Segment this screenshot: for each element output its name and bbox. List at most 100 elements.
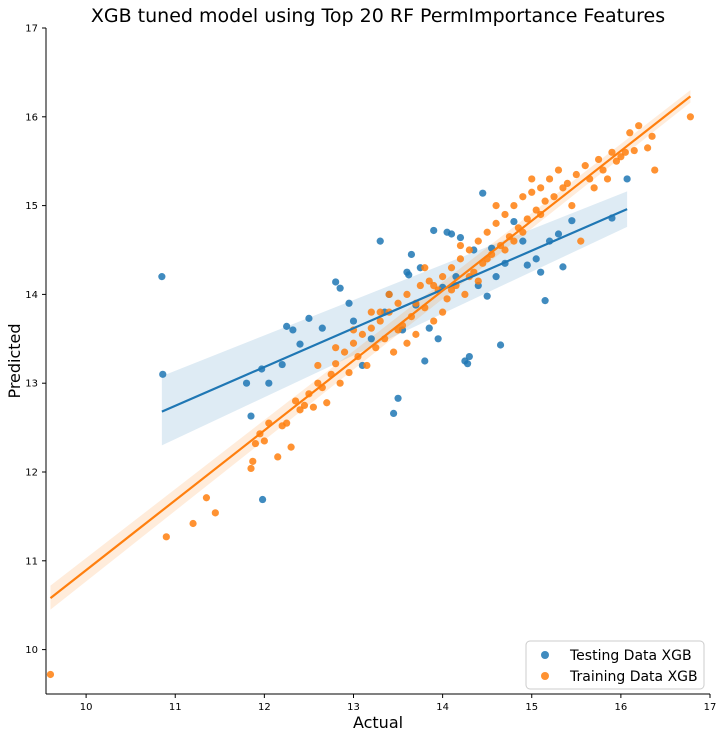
x-tick-label: 13 <box>347 702 360 713</box>
y-axis-label: Predicted <box>5 323 24 398</box>
training-data-point <box>510 237 518 245</box>
training-data-point <box>510 202 518 210</box>
training-data-point <box>314 379 322 387</box>
y-tick-label: 13 <box>25 379 38 390</box>
training-data-point <box>358 330 367 338</box>
training-data-point <box>621 148 629 156</box>
y-tick-label: 11 <box>25 556 38 567</box>
x-tick-label: 15 <box>525 702 538 713</box>
y-tick-label: 14 <box>25 290 38 301</box>
training-data-point <box>456 255 465 263</box>
training-data-point <box>563 179 571 187</box>
training-data-point <box>403 339 411 347</box>
training-data-point <box>274 453 282 461</box>
training-data-point <box>376 308 384 316</box>
x-tick-label: 11 <box>169 702 182 713</box>
training-data-point <box>644 144 652 152</box>
testing-data-point <box>537 268 545 276</box>
training-data-point <box>300 401 309 409</box>
training-data-point <box>501 246 509 254</box>
y-tick-label: 10 <box>25 645 38 656</box>
training-ci-band <box>50 90 691 610</box>
training-regression-line <box>49 95 692 599</box>
testing-data-point <box>554 230 563 238</box>
testing-data-point <box>242 379 251 387</box>
training-data-point <box>421 264 429 272</box>
training-data-point <box>519 193 527 201</box>
testing-data-point <box>492 273 500 281</box>
training-data-point <box>385 290 393 298</box>
testing-data-point <box>278 360 286 369</box>
training-data-point <box>425 277 433 285</box>
testing-data-point <box>296 340 304 348</box>
training-data-point <box>309 403 317 411</box>
testing-data-point <box>430 226 438 235</box>
training-data-point <box>550 193 558 201</box>
training-data-point <box>202 494 211 502</box>
training-data-point <box>528 188 536 196</box>
training-data-point <box>630 146 638 155</box>
y-tick-label: 17 <box>25 24 38 35</box>
training-data-point <box>439 273 447 281</box>
testing-data-point <box>394 394 402 402</box>
training-data-point <box>189 519 197 528</box>
training-data-point <box>336 379 344 387</box>
training-data-point <box>523 215 531 223</box>
axes <box>45 28 710 695</box>
training-data-point <box>323 399 331 407</box>
training-data-point <box>599 166 607 174</box>
legend-label-training: Training Data XGB <box>569 669 698 685</box>
training-data-point <box>332 360 340 368</box>
legend-label-testing: Testing Data XGB <box>569 648 692 664</box>
testing-data-point <box>407 250 416 259</box>
x-ticks: 10 11 12 13 14 15 16 17 <box>80 694 716 713</box>
training-data-point <box>314 361 322 370</box>
training-data-point <box>456 241 465 250</box>
chart-title: XGB tuned model using Top 20 RF PermImpo… <box>91 5 665 27</box>
training-data-point <box>537 184 545 192</box>
testing-data-point <box>463 360 472 368</box>
x-tick-label: 12 <box>258 702 271 713</box>
testing-data-point <box>345 299 353 307</box>
training-data-point <box>412 330 420 338</box>
testing-data-point <box>447 230 456 238</box>
training-data-point <box>461 290 469 298</box>
x-tick-label: 16 <box>615 702 628 713</box>
training-data-point <box>590 184 598 192</box>
testing-data-point <box>349 317 358 325</box>
testing-ci-band <box>161 191 628 446</box>
training-data-point <box>251 439 260 448</box>
training-data-point <box>577 237 585 245</box>
training-data-point <box>403 290 411 298</box>
training-data-point <box>291 397 300 405</box>
y-tick-label: 16 <box>25 112 38 123</box>
training-data-point <box>345 368 353 377</box>
x-axis-label: Actual <box>353 713 403 732</box>
training-data-point <box>603 175 612 183</box>
training-data-point <box>211 509 219 517</box>
testing-data-point <box>283 322 291 330</box>
training-data-point <box>528 175 536 183</box>
training-data-point <box>474 237 482 245</box>
legend-marker-training <box>541 672 549 680</box>
training-data-point <box>686 113 694 121</box>
training-data-point <box>492 202 500 210</box>
testing-data-point <box>465 352 473 361</box>
training-data-point <box>581 162 589 170</box>
training-data-point <box>545 175 554 183</box>
y-tick-label: 15 <box>25 201 38 212</box>
training-data-point <box>367 324 375 332</box>
training-data-point <box>541 197 549 205</box>
testing-data-point <box>456 233 465 242</box>
training-data-point <box>340 348 349 356</box>
training-data-point <box>363 361 371 370</box>
training-data-point <box>554 166 563 174</box>
training-data-point <box>532 206 540 214</box>
training-data-point <box>651 166 659 174</box>
testing-data-point <box>332 278 340 286</box>
training-data-point <box>465 246 473 254</box>
testing-data-point <box>318 324 326 332</box>
testing-data-point <box>289 326 297 334</box>
training-data-point <box>608 148 616 156</box>
legend-box <box>525 640 705 690</box>
